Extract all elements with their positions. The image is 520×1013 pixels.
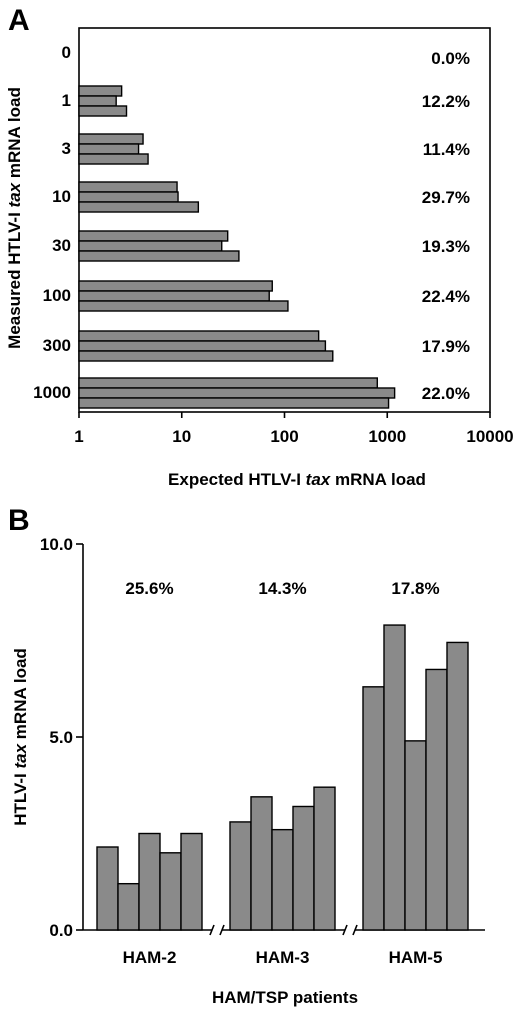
panel-a-bar bbox=[78, 153, 149, 165]
panel-b-axis-break-mark bbox=[209, 924, 215, 936]
panel-a-bar bbox=[78, 85, 123, 97]
panel-b-bar bbox=[117, 882, 140, 931]
panel-a-category-label: 0 bbox=[62, 43, 71, 62]
panel-a-bar bbox=[78, 330, 320, 342]
panel-b-x-axis-label: HAM/TSP patients bbox=[212, 988, 358, 1007]
panel-a-x-tick-label: 100 bbox=[270, 427, 298, 446]
panel-a-chart: 1 10 100 1000 10000 0 0.0% 1 12.2% 3 11.4% 10 29.7% 3… bbox=[33, 43, 513, 446]
panel-a-percent-label: 17.9% bbox=[422, 337, 470, 356]
panel-b-y-axis-label: HTLV-I tax mRNA load bbox=[11, 648, 30, 826]
panel-b-axis-break-mark bbox=[352, 924, 358, 936]
panel-a-bar bbox=[78, 105, 128, 117]
panel-a-category-label: 10 bbox=[52, 187, 71, 206]
panel-a-bar bbox=[78, 191, 179, 203]
panel-a-x-tick-label: 1000 bbox=[368, 427, 406, 446]
panel-b-bar bbox=[446, 641, 469, 931]
panel-b-bar bbox=[96, 846, 119, 931]
panel-a-category-label: 100 bbox=[43, 286, 71, 305]
panel-b-bar bbox=[425, 668, 448, 931]
panel-a-bar bbox=[78, 143, 140, 155]
panel-b-bar bbox=[250, 796, 273, 931]
panel-b-y-tick-label: 0.0 bbox=[49, 921, 73, 940]
panel-b-chart: 0.0 5.0 10.0 25.6% HAM-2 14.3% HAM-3 17.8% HAM-5 bbox=[40, 535, 485, 967]
panel-a-percent-label: 12.2% bbox=[422, 92, 470, 111]
panel-a-bar bbox=[78, 387, 396, 399]
panel-a-bar bbox=[78, 350, 334, 362]
panel-a-percent-label: 22.4% bbox=[422, 287, 470, 306]
panel-b-bar bbox=[383, 624, 406, 931]
panel-b-bar bbox=[229, 821, 252, 931]
panel-a-bar bbox=[78, 397, 390, 409]
panel-a-category-label: 30 bbox=[52, 236, 71, 255]
panel-a-bar bbox=[78, 201, 200, 213]
panel-a-category-label: 1 bbox=[62, 91, 71, 110]
panel-a-x-axis-label: Expected HTLV-I tax mRNA load bbox=[168, 470, 426, 489]
panel-b-percent-label: 14.3% bbox=[258, 579, 306, 598]
panel-a-percent-label: 29.7% bbox=[422, 188, 470, 207]
panel-b-percent-label: 25.6% bbox=[125, 579, 173, 598]
panel-a-letter: A bbox=[8, 4, 30, 37]
panel-a-x-tick-label: 10000 bbox=[466, 427, 513, 446]
panel-b-axis-break-gap bbox=[212, 927, 222, 933]
panel-b-bar bbox=[404, 740, 427, 931]
panel-b-bar bbox=[271, 828, 294, 931]
panel-b-bar bbox=[313, 786, 336, 931]
panel-a-x-tick-label: 1 bbox=[74, 427, 83, 446]
panel-b-bar bbox=[180, 832, 203, 931]
panel-b-letter: B bbox=[8, 504, 30, 537]
panel-b-bar bbox=[159, 852, 182, 931]
panel-a-bar bbox=[78, 280, 273, 292]
panel-a-bar bbox=[78, 290, 270, 302]
panel-a-bar bbox=[78, 240, 223, 252]
panel-b-category-label: HAM-3 bbox=[256, 948, 310, 967]
panel-b-bar bbox=[292, 805, 315, 931]
panel-a-bar bbox=[78, 95, 117, 107]
panel-b-percent-label: 17.8% bbox=[391, 579, 439, 598]
panel-a-category-label: 300 bbox=[43, 336, 71, 355]
panel-a-bar bbox=[78, 250, 240, 262]
panel-a-x-tick-label: 10 bbox=[172, 427, 191, 446]
panel-b-y-tick-label: 5.0 bbox=[49, 728, 73, 747]
panel-b-bar bbox=[138, 832, 161, 931]
panel-b-axis-break-mark bbox=[219, 924, 225, 936]
panel-a-y-axis-label: Measured HTLV-I tax mRNA load bbox=[5, 87, 24, 349]
panel-a-percent-label: 0.0% bbox=[431, 49, 470, 68]
panel-a-category-label: 1000 bbox=[33, 383, 71, 402]
panel-a-bar bbox=[78, 340, 327, 352]
panel-a-percent-label: 11.4% bbox=[423, 140, 470, 159]
panel-b-category-label: HAM-5 bbox=[389, 948, 443, 967]
panel-b-axis-break-gap bbox=[345, 927, 355, 933]
panel-b-y-tick-label: 10.0 bbox=[40, 535, 73, 554]
panel-a-bar bbox=[78, 300, 289, 312]
panel-b-bar bbox=[362, 686, 385, 931]
panel-a-bar bbox=[78, 181, 178, 193]
panel-a-percent-label: 22.0% bbox=[422, 384, 470, 403]
panel-b-category-label: HAM-2 bbox=[123, 948, 177, 967]
panel-a-bar bbox=[78, 230, 229, 242]
panel-a-category-label: 3 bbox=[62, 139, 71, 158]
panel-a-bar bbox=[78, 377, 378, 389]
panel-a-percent-label: 19.3% bbox=[422, 237, 470, 256]
panel-b-axis-break-mark bbox=[342, 924, 348, 936]
panel-a-bar bbox=[78, 133, 144, 145]
